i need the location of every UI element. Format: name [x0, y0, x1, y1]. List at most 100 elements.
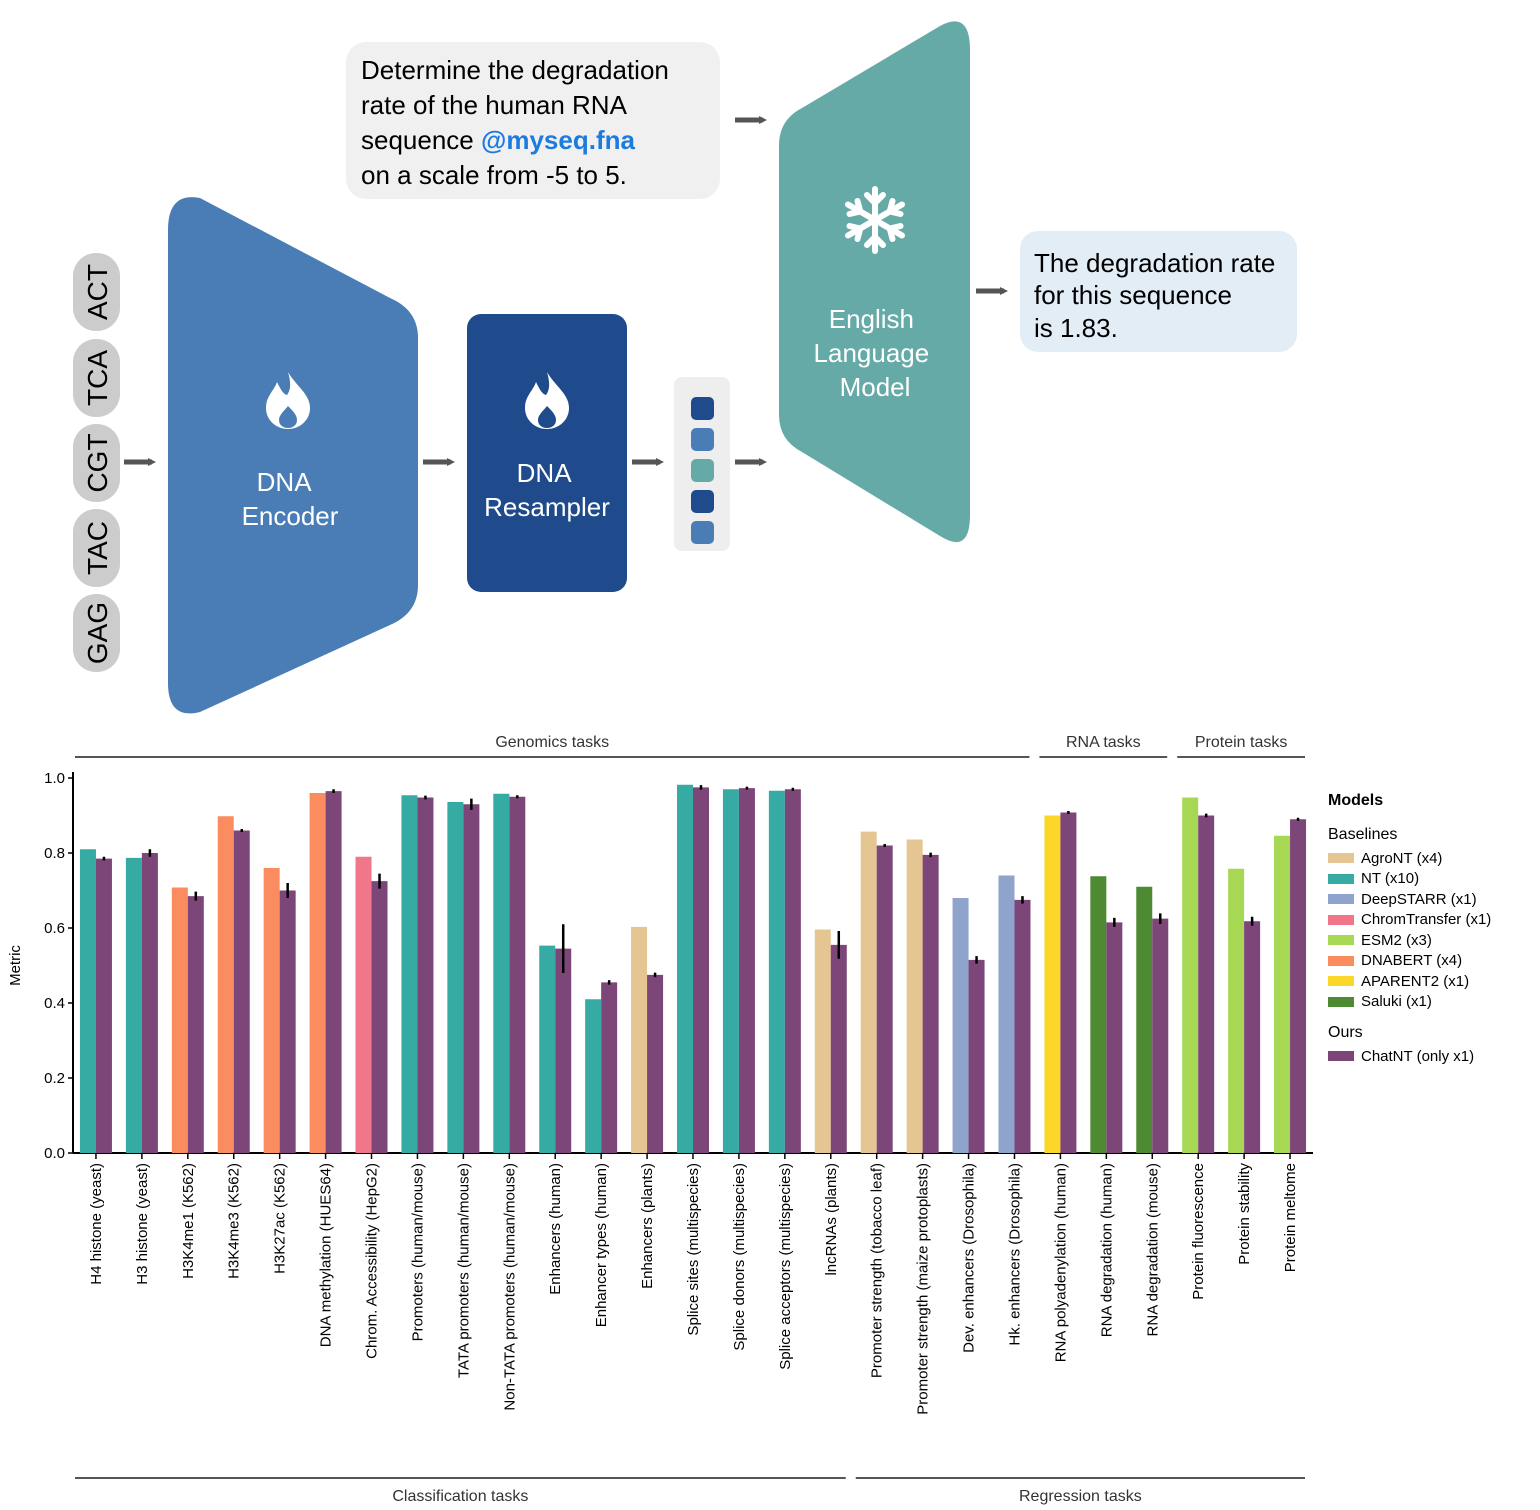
token-pill [73, 339, 120, 417]
token-label: GAG [82, 602, 113, 664]
baseline-bar [539, 945, 556, 1153]
x-tick-label: lncRNAs (plants) [823, 1163, 840, 1276]
x-tick-label: Protein meltome [1282, 1163, 1299, 1272]
y-tick-label: 0.4 [44, 995, 65, 1012]
x-tick-label: Protein stability [1236, 1163, 1253, 1265]
baseline-bar [1274, 835, 1291, 1153]
encoder-label: DNA Encoder [242, 467, 339, 531]
legend-baselines-list: AgroNT (x4) NT (x10) DeepSTARR (x1) ChromTr… [1328, 848, 1533, 1012]
x-tick-label: RNA degradation (human) [1098, 1163, 1115, 1337]
architecture-diagram: Determine the degradation rate of the hu… [73, 21, 1297, 714]
x-tick-label: Chrom. Accessibility (HepG2) [364, 1163, 381, 1359]
chatnt-bar [325, 791, 342, 1153]
legend-item: ChromTransfer (x1) [1328, 910, 1533, 931]
chatnt-bar [233, 830, 250, 1153]
x-tick-label: Dev. enhancers (Drosophila) [961, 1163, 978, 1353]
baseline-bar [585, 999, 602, 1153]
x-tick-label: H3 histone (yeast) [134, 1163, 151, 1285]
chatnt-bar [141, 853, 158, 1153]
x-tick-label: H3K4me3 (K562) [226, 1163, 243, 1279]
chatnt-bar [876, 845, 893, 1153]
legend-label: DNABERT (x4) [1361, 952, 1463, 970]
dna-token-list: ACT TCA CGT TAC GAG [73, 253, 120, 672]
baseline-bar [998, 875, 1015, 1153]
x-tick-label: Enhancers (human) [547, 1163, 564, 1295]
legend-label: ChatNT (only x1) [1361, 1047, 1475, 1065]
embedding-token [691, 428, 714, 451]
legend-item: ChatNT (only x1) [1328, 1046, 1533, 1067]
legend-label: APARENT2 (x1) [1361, 972, 1470, 990]
legend-swatch [1328, 853, 1354, 864]
baseline-bar [952, 898, 969, 1153]
embedding-token [691, 521, 714, 544]
answer-text: The degradation rate for this sequence i… [1034, 248, 1283, 343]
legend-label: ChromTransfer (x1) [1361, 911, 1492, 929]
baseline-bar [309, 793, 326, 1153]
baseline-bar [860, 831, 877, 1153]
legend-swatch [1328, 955, 1354, 966]
legend-label: ESM2 (x3) [1361, 931, 1432, 949]
chatnt-bar [1290, 819, 1307, 1153]
x-tick-label: H3K27ac (K562) [272, 1163, 289, 1274]
embedding-token-list [691, 397, 714, 544]
x-tick-label: RNA polyadenylation (human) [1052, 1163, 1069, 1362]
chatnt-bar [95, 858, 112, 1153]
x-tick-label: Promoters (human/mouse) [409, 1163, 426, 1341]
x-tick-label: H4 histone (yeast) [88, 1163, 105, 1285]
chatnt-bar [1198, 815, 1215, 1153]
x-tick-label: Protein fluorescence [1190, 1163, 1207, 1300]
legend-item: NT (x10) [1328, 869, 1533, 890]
token-label: TCA [82, 350, 113, 406]
token-label: TAC [82, 521, 113, 575]
legend-baselines-heading: Baselines [1328, 826, 1398, 843]
baseline-bar [1182, 797, 1199, 1153]
baseline-bar [171, 887, 188, 1153]
y-tick-label: 0.2 [44, 1070, 65, 1087]
x-tick-label: Promoter strength (tobacco leaf) [869, 1163, 886, 1378]
chatnt-bar [1152, 918, 1169, 1153]
baseline-bar [125, 857, 142, 1153]
legend-swatch [1328, 976, 1354, 987]
chatnt-bar [830, 944, 847, 1153]
baseline-bar [1136, 886, 1153, 1153]
chatnt-bar [279, 890, 296, 1153]
language-model-block [779, 21, 970, 543]
token-pill [73, 253, 120, 331]
group-label: Regression tasks [1019, 1488, 1142, 1505]
group-label: Protein tasks [1195, 734, 1287, 751]
legend-item: APARENT2 (x1) [1328, 971, 1533, 992]
flow-arrows [124, 116, 1008, 466]
legend-item: DNABERT (x4) [1328, 951, 1533, 972]
y-tick-label: 0.0 [44, 1145, 65, 1162]
chatnt-bar [738, 788, 755, 1153]
chatnt-bar [187, 896, 204, 1153]
legend-item: DeepSTARR (x1) [1328, 889, 1533, 910]
legend-swatch [1328, 996, 1354, 1007]
x-tick-label: Promoter strength (maize protoplasts) [915, 1163, 932, 1415]
legend-item: Saluki (x1) [1328, 992, 1533, 1013]
token-pill [73, 509, 120, 587]
x-tick-label: TATA promoters (human/mouse) [455, 1163, 472, 1378]
flame-icon [525, 372, 569, 429]
chatnt-bar [371, 881, 388, 1153]
chatnt-bar [417, 797, 434, 1153]
embedding-token [691, 397, 714, 420]
chatnt-bar [1060, 812, 1077, 1153]
language-model-label: English Language Model [814, 304, 937, 402]
flame-icon [266, 372, 310, 429]
legend-item: ESM2 (x3) [1328, 930, 1533, 951]
chatnt-bar [784, 789, 801, 1153]
token-label: CGT [82, 433, 113, 492]
x-tick-label: H3K4me1 (K562) [180, 1163, 197, 1279]
baseline-bar [217, 816, 234, 1153]
legend-label: NT (x10) [1361, 870, 1420, 888]
legend-swatch [1328, 935, 1354, 946]
legend-swatch [1328, 873, 1354, 884]
legend-label: DeepSTARR (x1) [1361, 890, 1477, 908]
y-axis-label: Metric [7, 945, 24, 986]
x-tick-label: Splice donors (multispecies) [731, 1163, 748, 1351]
y-tick-label: 1.0 [44, 770, 65, 787]
y-tick-label: 0.6 [44, 920, 65, 937]
sequence-file-reference: @myseq.fna [481, 125, 635, 155]
baseline-bar [447, 802, 464, 1153]
